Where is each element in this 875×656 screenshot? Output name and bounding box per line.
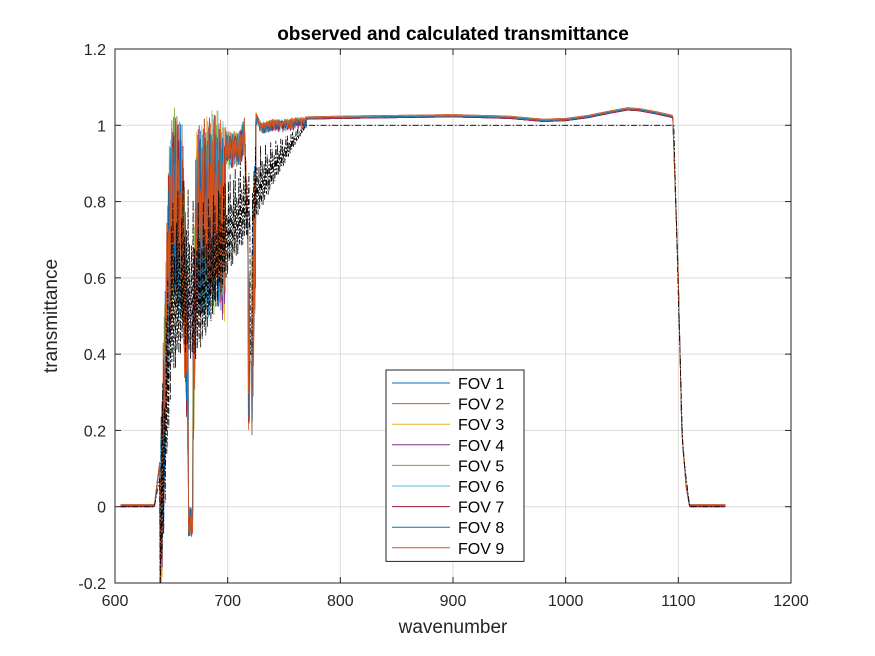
ticks: 600 700 800 900 1000 1100 1200 -0.2 0 0.2 0.4 0.6 0.… xyxy=(78,42,808,610)
legend-entry: FOV 5 xyxy=(458,458,504,475)
series-layer xyxy=(120,107,726,583)
y-axis-label: transmittance xyxy=(41,259,62,373)
legend: FOV 1 FOV 2 FOV 3 FOV 4 FOV 5 FOV 6 FOV 7 FOV 8… xyxy=(385,369,525,562)
chart-title: observed and calculated transmittance xyxy=(277,24,629,45)
legend-entry: FOV 6 xyxy=(458,479,504,496)
x-tick-label: 1200 xyxy=(773,593,809,610)
legend-entry: FOV 4 xyxy=(458,438,504,455)
y-tick-label: 0 xyxy=(97,500,106,517)
x-axis-label: wavenumber xyxy=(398,617,508,638)
legend-entry: FOV 1 xyxy=(458,376,504,393)
y-tick-label: -0.2 xyxy=(78,576,106,593)
y-tick-label: 0.8 xyxy=(84,195,106,212)
x-tick-label: 1100 xyxy=(661,593,696,610)
calculated-line xyxy=(120,124,726,583)
x-tick-label: 800 xyxy=(327,593,354,610)
x-tick-label: 600 xyxy=(102,593,129,610)
series-line xyxy=(120,108,726,583)
legend-entry: FOV 2 xyxy=(458,397,504,414)
x-tick-label: 700 xyxy=(214,593,241,610)
y-tick-label: 0.4 xyxy=(84,347,106,364)
legend-entry: FOV 3 xyxy=(458,417,504,434)
y-tick-label: 1 xyxy=(97,118,106,135)
y-tick-label: 0.2 xyxy=(84,423,106,440)
y-tick-label: 0.6 xyxy=(84,271,106,288)
legend-entry: FOV 9 xyxy=(458,541,504,558)
legend-entry: FOV 8 xyxy=(458,520,504,537)
legend-entry: FOV 7 xyxy=(458,500,504,517)
x-tick-label: 900 xyxy=(440,593,467,610)
y-tick-label: 1.2 xyxy=(84,42,106,59)
x-tick-label: 1000 xyxy=(548,593,584,610)
